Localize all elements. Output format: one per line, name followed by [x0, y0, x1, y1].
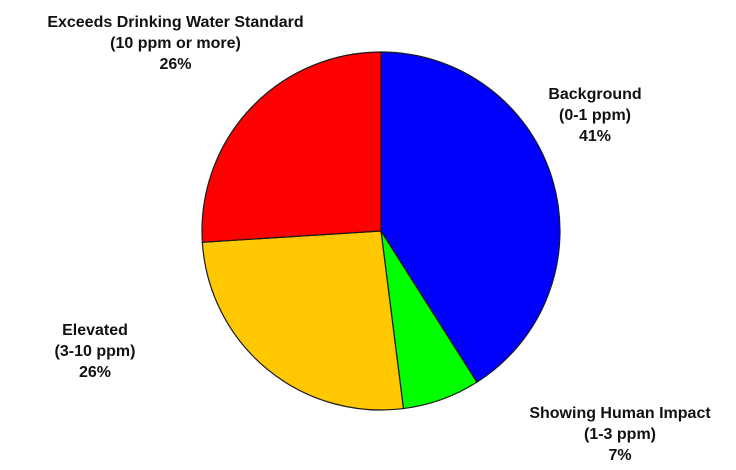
slice-label-elevated-percent: 26%	[78, 364, 112, 381]
slice-label-human-impact: Showing Human Impact (1-3 ppm) 7%	[505, 403, 735, 466]
slice-label-background-percent: 41%	[578, 128, 612, 145]
slice-label-elevated: Elevated (3-10 ppm) 26%	[40, 320, 150, 383]
slice-label-exceeds-standard-category: Exceeds Drinking Water Standard	[47, 14, 304, 31]
slice-label-background-category: Background	[548, 86, 642, 103]
slice-label-human-impact-category: Showing Human Impact	[529, 405, 711, 422]
slice-label-exceeds-standard-percent: 26%	[159, 56, 192, 73]
slice-label-background: Background (0-1 ppm) 41%	[535, 84, 655, 147]
pie-slice-exceeds-standard	[201, 51, 382, 243]
slice-label-background-range: (0-1 ppm)	[559, 107, 631, 124]
slice-label-exceeds-standard: Exceeds Drinking Water Standard (10 ppm …	[8, 12, 343, 75]
slice-label-exceeds-standard-range: (10 ppm or more)	[110, 35, 241, 52]
pie-slice-elevated	[201, 230, 405, 411]
slice-label-elevated-category: Elevated	[62, 322, 128, 339]
slice-label-human-impact-percent: 7%	[608, 447, 632, 464]
pie-slice-background	[380, 51, 561, 383]
slice-label-elevated-range: (3-10 ppm)	[54, 343, 136, 360]
slice-label-human-impact-range: (1-3 ppm)	[584, 426, 656, 443]
